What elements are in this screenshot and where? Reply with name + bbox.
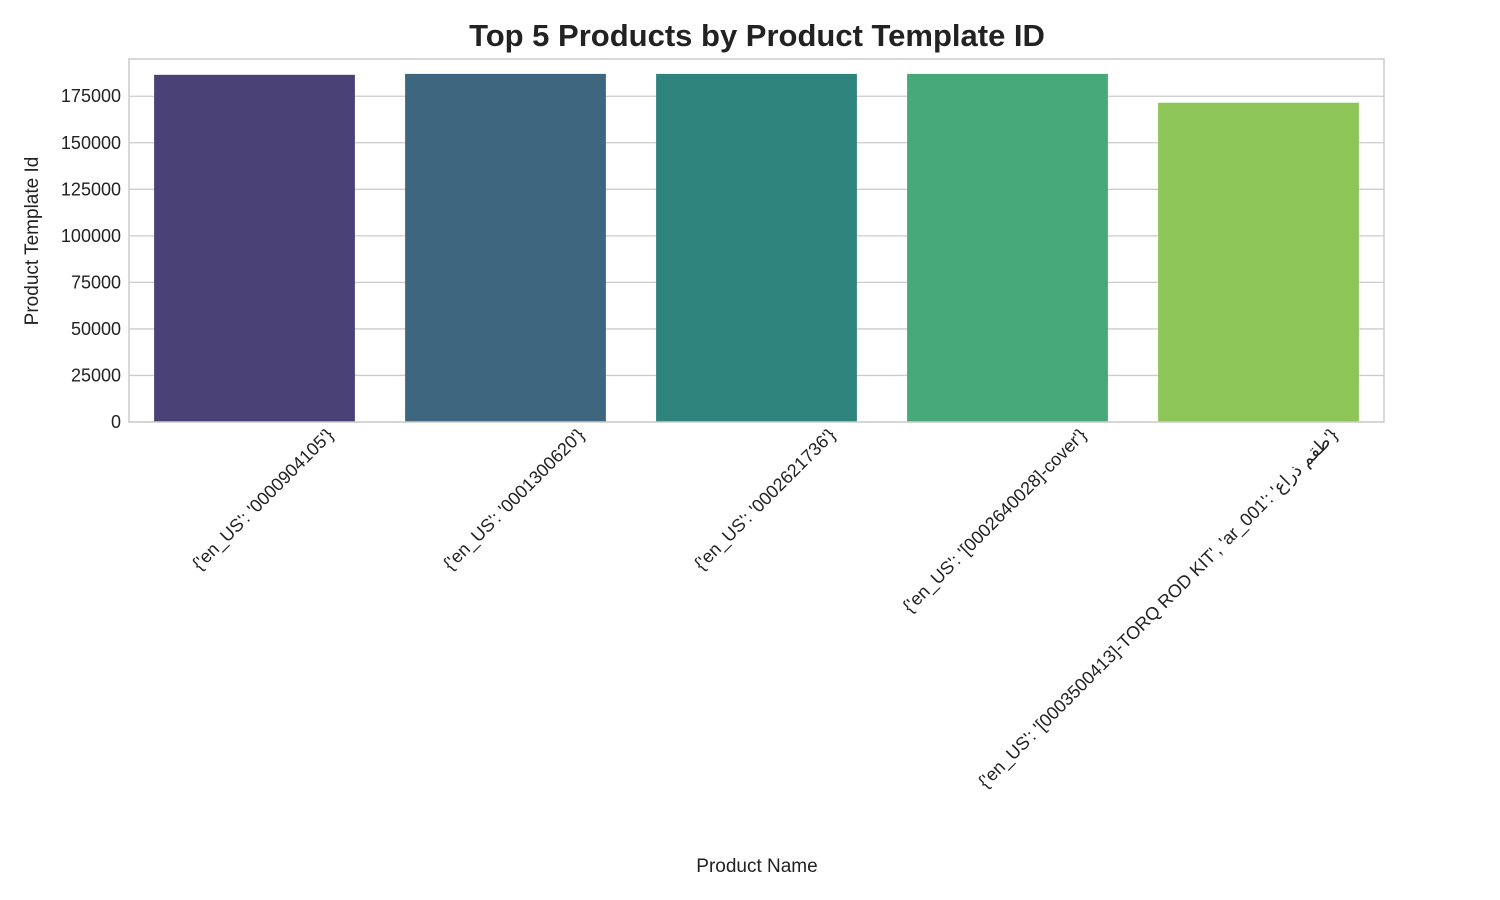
y-tick-label: 75000 [71,272,121,292]
x-axis-label: Product Name [696,856,817,877]
x-tick-label: {'en_US': '[0002640028]-cover'} [899,425,1091,617]
bar [154,74,355,423]
y-axis-label: Product Template Id [22,157,43,326]
x-tick-label: {'en_US': '0002621736'} [690,425,840,575]
y-axis-ticks: 0 25000 50000 75000 100000 125000 150000 175000 [61,86,121,432]
plot-frame [128,58,1385,423]
bar [1158,102,1359,422]
bar [656,73,857,423]
y-tick-label: 0 [111,412,121,432]
y-tick-label: 100000 [61,226,121,246]
chart-title: Top 5 Products by Product Template ID [469,18,1045,53]
y-tick-label: 50000 [71,319,121,339]
y-tick-label: 125000 [61,179,121,199]
x-tick-label: {'en_US': '0001300620'} [439,425,589,575]
x-axis-ticks: {'en_US': '0000904105'} {'en_US': '000130… [188,425,1342,793]
y-tick-label: 175000 [61,86,121,106]
x-tick-label: {'en_US': '0000904105'} [188,425,338,575]
y-tick-label: 25000 [71,365,121,385]
bar [907,73,1108,423]
bar [405,73,606,423]
bars [154,73,1359,423]
y-tick-label: 150000 [61,133,121,153]
